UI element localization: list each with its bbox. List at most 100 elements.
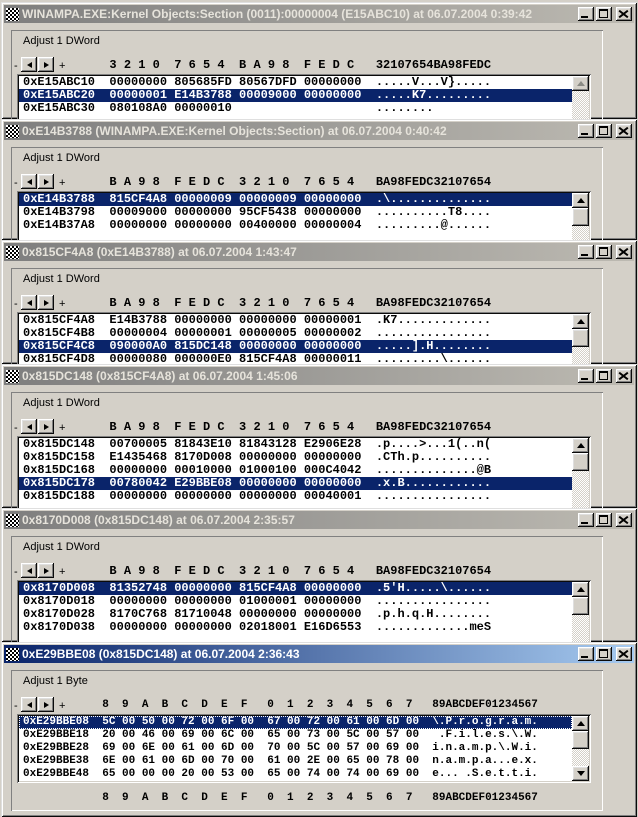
step-forward-button[interactable] [38, 563, 54, 578]
maximize-button[interactable] [596, 7, 612, 21]
hex-row[interactable]: 0xE14B3788 815CF4A8 00000009 00000009 00… [19, 193, 572, 206]
triangle-up-icon [576, 319, 585, 324]
scrollbar[interactable] [572, 193, 589, 240]
triangle-left-icon [26, 178, 32, 185]
scrollbar-thumb[interactable] [572, 208, 589, 226]
maximize-button[interactable] [596, 513, 612, 527]
triangle-left-icon [26, 299, 32, 306]
step-back-button[interactable] [21, 57, 37, 72]
scrollbar-thumb[interactable] [572, 329, 589, 347]
hex-row[interactable]: 0x815DC188 00000000 00000000 00000000 00… [23, 490, 492, 503]
step-forward-button[interactable] [38, 697, 54, 712]
scrollbar[interactable] [572, 438, 589, 508]
maximize-button[interactable] [596, 369, 612, 383]
scroll-up-button[interactable] [572, 438, 589, 453]
scrollbar[interactable] [572, 582, 589, 642]
scroll-up-button[interactable] [572, 582, 589, 597]
scrollbar-thumb[interactable] [572, 453, 589, 471]
adjust-label: Adjust 1 DWord [23, 397, 100, 409]
step-forward-button[interactable] [38, 295, 54, 310]
scroll-up-button[interactable] [572, 193, 589, 208]
minimize-button[interactable] [578, 369, 594, 383]
column-header: B A 9 8 F E D C 3 2 1 0 7 6 5 4 BA98FEDC… [23, 296, 492, 310]
close-button[interactable] [616, 647, 632, 661]
hex-list: 0x815CF4A8 E14B3788 00000000 00000000 00… [17, 312, 591, 364]
maximize-button[interactable] [596, 124, 612, 138]
close-button[interactable] [616, 124, 632, 138]
hex-row[interactable]: 0x815CF4B8 00000004 00000001 00000005 00… [23, 327, 492, 340]
titlebar[interactable]: 0x8170D008 (0x815DC148) at 06.07.2004 2:… [4, 511, 634, 529]
minimize-button[interactable] [578, 7, 594, 21]
hex-row[interactable]: 0x815CF4C8 090000A0 815DC148 00000000 00… [19, 340, 572, 353]
step-forward-button[interactable] [38, 174, 54, 189]
step-back-button[interactable] [21, 295, 37, 310]
maximize-button[interactable] [596, 245, 612, 259]
scrollbar[interactable] [572, 716, 589, 781]
column-header: 3 2 1 0 7 6 5 4 B A 9 8 F E D C 32107654… [23, 58, 492, 72]
hex-row[interactable]: 0x815DC178 00780042 E29BBE08 00000000 00… [19, 477, 572, 490]
close-button[interactable] [616, 7, 632, 21]
scroll-down-button[interactable] [572, 766, 589, 781]
step-back-button[interactable] [21, 174, 37, 189]
triangle-left-icon [26, 423, 32, 430]
triangle-up-icon [576, 81, 585, 86]
titlebar[interactable]: 0x815CF4A8 (0xE14B3788) at 06.07.2004 1:… [4, 243, 634, 261]
step-back-button[interactable] [21, 563, 37, 578]
scroll-up-button[interactable] [572, 314, 589, 329]
adjust-plus-label: + [59, 177, 66, 189]
hex-rows: 0x815CF4A8 E14B3788 00000000 00000000 00… [19, 314, 572, 364]
hex-row[interactable]: 0x815DC158 E1435468 8170D008 00000000 00… [23, 451, 492, 464]
step-forward-button[interactable] [38, 419, 54, 434]
close-button[interactable] [616, 513, 632, 527]
step-back-button[interactable] [21, 697, 37, 712]
hex-row[interactable]: 0xE29BBE28 69 00 6E 00 61 00 6D 00 70 00… [23, 742, 538, 754]
hex-row[interactable]: 0xE15ABC20 00000001 E14B3788 00009000 00… [19, 89, 572, 102]
minimize-button[interactable] [578, 124, 594, 138]
titlebar[interactable]: 0xE14B3788 (WINAMPA.EXE:Kernel Objects:S… [4, 122, 634, 140]
hex-row[interactable]: 0xE15ABC30 080108A0 00000010 ........ [23, 102, 434, 115]
close-button[interactable] [616, 369, 632, 383]
adjust-label: Adjust 1 DWord [23, 152, 100, 164]
hex-row[interactable]: 0xE14B3798 00009000 00000000 95CF5438 00… [23, 206, 492, 219]
step-back-button[interactable] [21, 419, 37, 434]
titlebar[interactable]: 0xE29BBE08 (0x815DC148) at 06.07.2004 2:… [4, 645, 634, 663]
scroll-up-button[interactable] [572, 716, 589, 731]
hex-row[interactable]: 0x8170D008 81352748 00000000 815CF4A8 00… [19, 582, 572, 595]
scrollbar[interactable] [572, 76, 589, 119]
adjust-minus-label: - [14, 60, 18, 72]
hex-row[interactable]: 0x815CF4A8 E14B3788 00000000 00000000 00… [23, 314, 492, 327]
hex-row[interactable]: 0xE29BBE18 20 00 46 00 69 00 6C 00 65 00… [23, 729, 538, 741]
hex-list: 0x8170D008 81352748 00000000 815CF4A8 00… [17, 580, 591, 642]
hex-row[interactable]: 0xE29BBE08 5C 00 50 00 72 00 6F 00 67 00… [19, 716, 572, 729]
maximize-icon [599, 9, 608, 18]
scroll-up-button[interactable] [572, 76, 589, 91]
hex-row[interactable]: 0x8170D018 00000000 00000000 01000001 00… [23, 595, 492, 608]
hex-row[interactable]: 0xE14B37A8 00000000 00000000 00400000 00… [23, 219, 492, 232]
titlebar[interactable]: WINAMPA.EXE:Kernel Objects:Section (0011… [4, 5, 634, 23]
hex-row[interactable]: 0xE29BBE48 65 00 00 00 20 00 53 00 65 00… [23, 768, 538, 780]
hex-row[interactable]: 0xE29BBE38 6E 00 61 00 6D 00 70 00 61 00… [23, 755, 538, 767]
triangle-up-icon [576, 198, 585, 203]
titlebar[interactable]: 0x815DC148 (0x815CF4A8) at 06.07.2004 1:… [4, 367, 634, 385]
maximize-button[interactable] [596, 647, 612, 661]
hex-row[interactable]: 0x815DC148 00700005 81843E10 81843128 E2… [23, 438, 492, 451]
adjust-label: Adjust 1 Byte [23, 675, 88, 687]
minimize-button[interactable] [578, 513, 594, 527]
hex-row[interactable]: 0x815DC168 00000000 00010000 01000100 00… [23, 464, 492, 477]
triangle-right-icon [43, 701, 49, 708]
hex-row[interactable]: 0xE15ABC10 00000000 805685FD 80567DFD 00… [23, 76, 492, 89]
minimize-button[interactable] [578, 647, 594, 661]
scrollbar[interactable] [572, 314, 589, 364]
hex-rows: 0xE14B3788 815CF4A8 00000009 00000009 00… [19, 193, 572, 232]
minimize-button[interactable] [578, 245, 594, 259]
window-title: 0xE29BBE08 (0x815DC148) at 06.07.2004 2:… [22, 647, 300, 661]
hex-row[interactable]: 0x815CF4D8 00000080 000000E0 815CF4A8 00… [23, 353, 492, 364]
hex-row[interactable]: 0x8170D028 8170C768 81710048 00000000 00… [23, 608, 492, 621]
close-button[interactable] [616, 245, 632, 259]
scrollbar-thumb[interactable] [572, 597, 589, 615]
adjust-label: Adjust 1 DWord [23, 273, 100, 285]
step-forward-button[interactable] [38, 57, 54, 72]
hex-row[interactable]: 0x8170D038 00000000 00000000 02018001 E1… [23, 621, 492, 634]
adjust-plus-label: + [59, 700, 66, 712]
scrollbar-thumb[interactable] [572, 731, 589, 749]
